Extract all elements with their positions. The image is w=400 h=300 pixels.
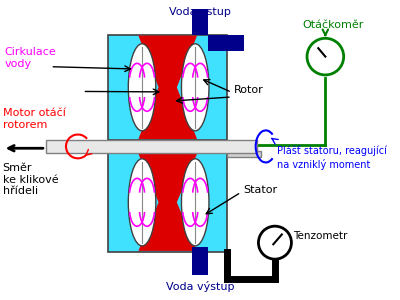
Ellipse shape xyxy=(182,44,209,131)
Bar xyxy=(46,140,257,153)
Text: Rotor: Rotor xyxy=(234,85,264,94)
Bar xyxy=(192,9,208,34)
Polygon shape xyxy=(138,154,197,251)
Text: Motor otáčí
rotorem: Motor otáčí rotorem xyxy=(3,108,66,130)
Text: Plášť statoru, reagující
na vzniklý moment: Plášť statoru, reagující na vzniklý mome… xyxy=(277,145,387,170)
Text: Voda výstup: Voda výstup xyxy=(166,281,234,292)
Bar xyxy=(108,34,227,140)
Bar xyxy=(108,153,227,252)
Circle shape xyxy=(258,226,292,259)
Ellipse shape xyxy=(128,44,156,131)
Text: Voda vstup: Voda vstup xyxy=(169,7,231,17)
Text: Tenzometr: Tenzometr xyxy=(293,231,348,241)
Bar xyxy=(227,151,261,157)
Text: Cirkulace
vody: Cirkulace vody xyxy=(4,47,56,69)
Polygon shape xyxy=(138,35,197,139)
Text: Stator: Stator xyxy=(243,185,277,195)
Text: Otáčkoměr: Otáčkoměr xyxy=(302,20,363,31)
Circle shape xyxy=(307,38,344,75)
Text: Směr
ke klikové
hřídeli: Směr ke klikové hřídeli xyxy=(3,163,58,196)
Ellipse shape xyxy=(182,159,209,246)
Bar xyxy=(208,34,244,51)
Ellipse shape xyxy=(128,159,156,246)
Bar xyxy=(192,247,208,275)
